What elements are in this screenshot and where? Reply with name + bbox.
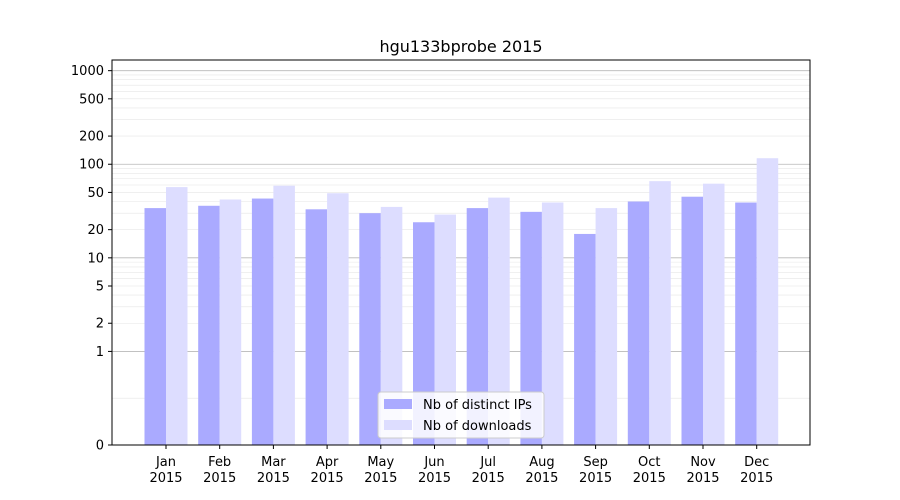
- legend-box: [377, 391, 545, 439]
- y-tick-label: 2: [96, 317, 104, 332]
- bar-downloads: [327, 193, 349, 445]
- bar-downloads: [756, 158, 779, 446]
- bar-downloads: [273, 185, 295, 446]
- bar-distinct-ips: [681, 196, 703, 445]
- bar-downloads: [541, 202, 564, 445]
- y-tick-label: 200: [79, 130, 104, 145]
- y-tick-label: 20: [87, 223, 104, 238]
- x-tick-label: Jun 2015: [418, 455, 451, 486]
- y-axis: 0 1 2 5 10 20 50 100 200 500 1000: [71, 64, 112, 454]
- chart-title: hgu133bprobe 2015: [379, 37, 542, 56]
- bar-distinct-ips: [305, 209, 328, 445]
- bar-distinct-ips: [574, 233, 596, 445]
- bar-downloads: [166, 187, 188, 445]
- bar-downloads: [649, 181, 671, 445]
- bar-distinct-ips: [251, 198, 274, 445]
- legend-swatch: [384, 399, 412, 409]
- x-tick-label: May 2015: [364, 455, 397, 486]
- x-axis: Jan 2015 Feb 2015 Mar 2015 Apr 2015 May 2015 Jun 20…: [149, 445, 773, 486]
- legend: Nb of distinct IPs Nb of downloads: [377, 391, 545, 439]
- x-tick-label: Dec 2015: [740, 455, 773, 486]
- y-tick-label: 1000: [71, 64, 104, 79]
- bar-distinct-ips: [413, 222, 435, 445]
- y-tick-label: 5: [96, 280, 104, 295]
- bar-distinct-ips: [198, 205, 220, 445]
- bar-downloads: [703, 183, 725, 445]
- y-tick-label: 50: [87, 186, 104, 201]
- bar-distinct-ips: [520, 211, 542, 445]
- bar-distinct-ips: [144, 208, 166, 445]
- y-tick-label: 100: [79, 158, 104, 173]
- x-tick-label: Feb 2015: [203, 455, 236, 486]
- bars: [144, 158, 779, 446]
- bar-downloads: [219, 199, 242, 445]
- y-tick-label: 0: [96, 439, 104, 454]
- bar-downloads: [595, 208, 618, 445]
- plot-frame: [111, 59, 811, 446]
- y-tick-label: 1: [96, 345, 104, 360]
- y-tick-label: 10: [87, 251, 104, 266]
- bar-distinct-ips: [359, 213, 381, 445]
- bar-downloads: [488, 197, 510, 445]
- bar-distinct-ips: [627, 201, 650, 445]
- legend-swatch: [384, 420, 412, 430]
- x-tick-label: Apr 2015: [311, 455, 344, 486]
- bar-downloads: [380, 206, 403, 445]
- x-tick-label: Jan 2015: [149, 455, 182, 486]
- x-tick-label: Nov 2015: [686, 455, 719, 486]
- x-tick-label: Jul 2015: [472, 455, 505, 486]
- x-tick-label: Oct 2015: [633, 455, 666, 486]
- legend-label: Nb of distinct IPs: [423, 398, 532, 413]
- bar-distinct-ips: [735, 202, 757, 445]
- x-tick-label: Sep 2015: [579, 455, 612, 486]
- y-tick-label: 500: [79, 92, 104, 107]
- x-tick-label: Mar 2015: [257, 455, 290, 486]
- x-tick-label: Aug 2015: [525, 455, 558, 486]
- legend-label: Nb of downloads: [423, 419, 532, 434]
- bar-downloads: [434, 214, 456, 445]
- bar-distinct-ips: [466, 208, 489, 445]
